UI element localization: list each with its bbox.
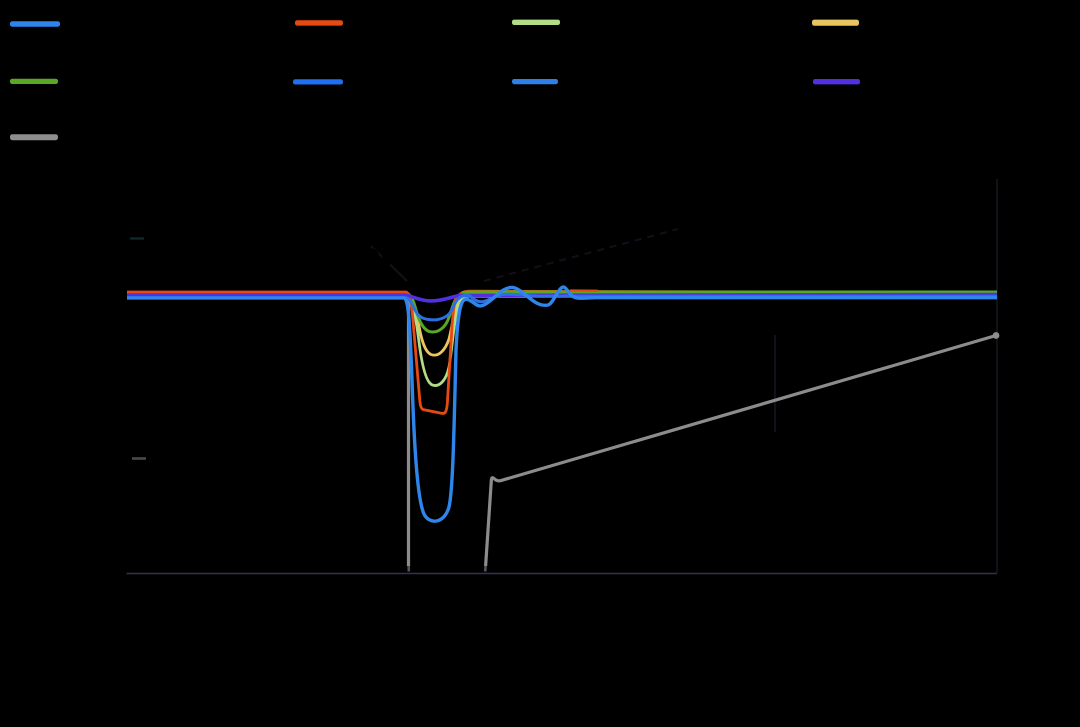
svg-text:Jan: Jan: [826, 582, 873, 614]
svg-text:2021: 2021: [961, 625, 1026, 657]
svg-text:in first lockdown: in first lockdown: [164, 236, 426, 273]
svg-text:Buckhaven: Buckhaven: [572, 7, 725, 42]
svg-text:Hemsworth: Hemsworth: [355, 65, 512, 100]
svg-text:2020: 2020: [384, 625, 449, 657]
svg-text:Oct: Oct: [104, 582, 149, 614]
svg-text:0.6: 0.6: [72, 335, 112, 367]
svg-text:Oct: Oct: [682, 582, 727, 614]
svg-text:2019: 2019: [95, 625, 160, 657]
svg-text:Jul: Jul: [542, 582, 579, 614]
svg-text:Apr: Apr: [970, 582, 1015, 614]
svg-text:Pudding Mill: Pudding Mill: [870, 7, 1039, 42]
svg-text:Wythenshawe: Wythenshawe: [70, 7, 264, 42]
svg-text:Income support: Income support: [674, 443, 922, 480]
svg-text:Jan: Jan: [248, 582, 295, 614]
svg-text:Relative footfall: Relative footfall: [12, 314, 47, 526]
svg-text:2020: 2020: [529, 625, 594, 657]
svg-text:Townhead: Townhead: [572, 65, 713, 100]
svg-text:opening: opening: [739, 236, 867, 273]
svg-text:Equivalised footfall per resid: Equivalised footfall per resident: [70, 120, 501, 155]
svg-text:Readley: Readley: [70, 65, 184, 100]
svg-text:2021: 2021: [817, 625, 882, 657]
svg-text:Ryhill: Ryhill: [355, 7, 431, 42]
svg-text:2020: 2020: [673, 625, 738, 657]
svg-text:2020: 2020: [239, 625, 304, 657]
svg-text:schemes begin: schemes begin: [679, 486, 917, 523]
svg-text:Windyhill: Windyhill: [870, 65, 994, 100]
svg-text:Footfall fell sharply: Footfall fell sharply: [144, 188, 447, 225]
svg-text:0.2: 0.2: [72, 443, 112, 475]
svg-text:1.0: 1.0: [72, 223, 112, 255]
svg-text:Apr: Apr: [393, 582, 438, 614]
svg-text:Gradual re-: Gradual re-: [715, 194, 891, 231]
svg-text:Date: Date: [529, 680, 594, 715]
